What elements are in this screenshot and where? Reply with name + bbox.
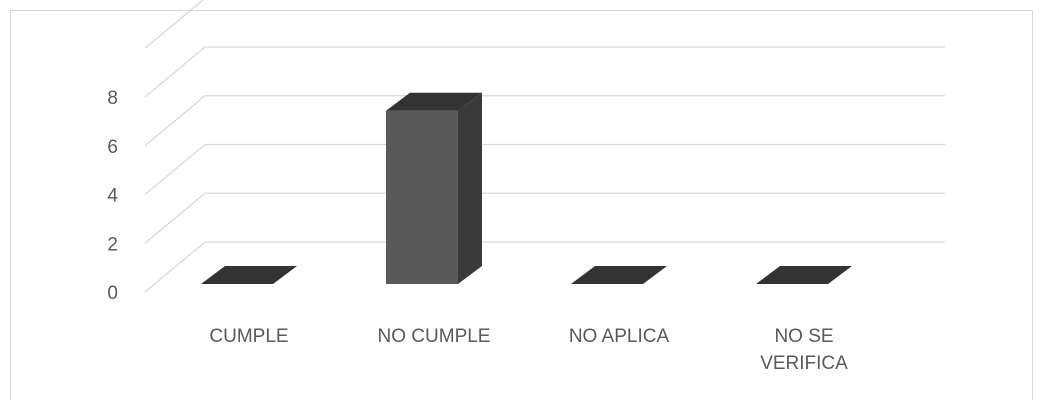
chart-frame [10,10,1033,400]
y-tick-label: 0 [107,283,118,304]
gridline-side [144,144,206,195]
x-category-label: VERIFICA [760,353,848,374]
gridline-side [144,95,206,147]
y-tick-label: 8 [107,88,118,109]
bar-cumple [201,266,297,284]
bar-top [386,92,482,111]
y-tick-label: 4 [107,186,118,207]
x-category-label: CUMPLE [209,326,288,347]
x-category-label: NO APLICA [569,326,670,347]
y-tick-label: 6 [107,137,118,158]
gridline-side [144,192,206,244]
bar-no-se-verifica [756,266,852,284]
gridline-side [144,0,204,49]
gridline-side [144,241,206,293]
gridline-side [144,46,206,98]
bar-no-cumple [386,110,458,284]
bar-no-aplica [571,266,667,284]
x-category-label: NO SE [774,326,833,347]
bar-side [458,92,482,284]
x-category-label: NO CUMPLE [378,326,491,347]
y-tick-label: 2 [107,234,118,255]
